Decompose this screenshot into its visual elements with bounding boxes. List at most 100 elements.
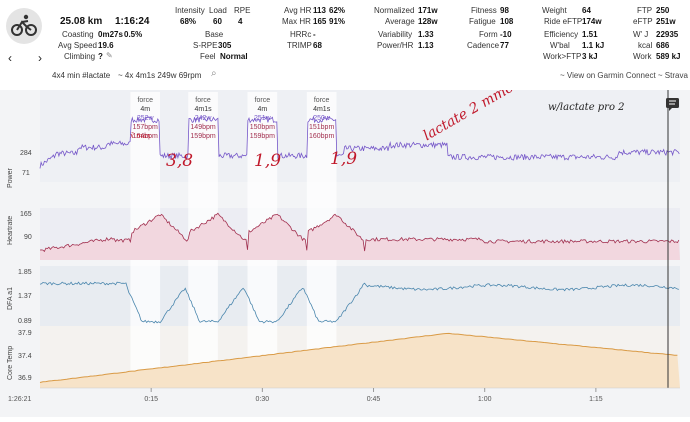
power-tick-high: 284 (20, 150, 32, 157)
rideeftp-label: Ride eFTP (544, 17, 583, 26)
kcal-value: 686 (656, 41, 670, 50)
dfa-series (39, 281, 680, 324)
bicycle-icon (11, 14, 37, 36)
interval-duration: 4m1s (194, 106, 212, 113)
cadence-value: 77 (500, 41, 509, 50)
distance: 25.08 km (60, 16, 103, 27)
wj-label: W' J (633, 30, 649, 39)
maxhr-pct: 91% (329, 17, 346, 26)
heartrate-panel-label: Heartrate (7, 216, 14, 245)
x-tick-label: 1:15 (589, 396, 603, 403)
interval-duration: 4m (257, 106, 267, 113)
interval-hr-max: 160bpm (309, 133, 334, 140)
duration: 1:16:24 (115, 16, 150, 27)
trimp-label: TRIMP (287, 41, 312, 50)
x-tick-label: 0:15 (144, 396, 158, 403)
interval-labels: force 4m 252w 157bpm 164bpm force 4m1s 242w 149b… (133, 97, 335, 140)
top-right-note: w/lactate pro 2 (548, 102, 625, 113)
power-tick-low: 71 (22, 170, 30, 177)
power-panel-label: Power (7, 167, 14, 188)
interval-label: force (314, 97, 330, 104)
dfa-tick-low: 0.89 (18, 318, 32, 325)
load-label: Load (209, 6, 227, 15)
eftp-label: eFTP (633, 17, 653, 26)
eftp-value: 251w (656, 17, 676, 26)
srpe-label: S-RPE (193, 41, 218, 50)
form-label: Form (479, 30, 498, 39)
search-icon[interactable]: ⌕ (211, 68, 217, 79)
fitness-value: 98 (500, 6, 509, 15)
hr-tick-low: 90 (24, 234, 32, 241)
xmax-annotation: x̄ max (130, 132, 151, 140)
interval-hr-avg: 157bpm (133, 124, 158, 131)
coasting-label: Coasting (62, 30, 94, 39)
coretemp-area (40, 333, 680, 388)
form-value: -10 (500, 30, 512, 39)
cadence-label: Cadence (467, 41, 500, 50)
weight-value: 64 (582, 6, 591, 15)
interval-label: force (137, 97, 153, 104)
fatigue-label: Fatigue (469, 17, 496, 26)
interval-hr-avg: 150bpm (250, 124, 275, 131)
wbal-value: 1.1 kJ (582, 41, 605, 50)
maxhr-value: 165 (313, 17, 327, 26)
wbal-label: W'bal (550, 41, 570, 50)
dfa-tick-mid: 1.37 (18, 293, 32, 300)
base-label: Base (205, 30, 224, 39)
feel-value[interactable]: Normal (220, 52, 248, 61)
ct-tick-mid: 37.4 (18, 353, 32, 360)
edit-pencil-icon[interactable]: ✎ (106, 51, 113, 60)
activity-subtitle: ~ 4x 4m1s 249w 69rpm (118, 71, 202, 80)
trimp-value: 68 (313, 41, 322, 50)
ct-tick-high: 37.9 (18, 330, 32, 337)
rideeftp-value: 174w (582, 17, 602, 26)
coretemp-panel-label: Core Temp (7, 346, 14, 380)
work-value: 589 kJ (656, 52, 681, 61)
ftp-value: 250 (656, 6, 670, 15)
x-tick-label: 0:45 (367, 396, 381, 403)
ftp-label: FTP (637, 6, 653, 15)
interval-label: force (255, 97, 271, 104)
activity-chart[interactable]: Power Heartrate DFA a1 Core Temp 284 71 … (0, 73, 690, 417)
interval-power: 251w (254, 115, 272, 122)
coasting-pct: 0.5% (124, 30, 143, 39)
external-links[interactable]: ~ View on Garmin Connect ~ Strava (560, 71, 688, 80)
normalized-label: Normalized (374, 6, 415, 15)
lactate-annotation-1: 3,8 (166, 151, 193, 171)
cursor-time: 1:26:21 (8, 396, 31, 403)
chart-svg[interactable]: Power Heartrate DFA a1 Core Temp 284 71 … (0, 73, 690, 417)
interval-hr-max: 159bpm (190, 133, 215, 140)
interval-label: force (195, 97, 211, 104)
workftp-label: Work>FTP (543, 52, 582, 61)
powerhr-value: 1.13 (418, 41, 434, 50)
interval-hr-avg: 151bpm (309, 124, 334, 131)
intensity-label: Intensity (175, 6, 205, 15)
average-value: 128w (418, 17, 438, 26)
maxhr-label: Max HR (282, 17, 311, 26)
avg-speed-label: Avg Speed (58, 41, 97, 50)
work-label: Work (633, 52, 652, 61)
avghr-pct: 62% (329, 6, 346, 15)
comment-icon[interactable] (666, 98, 679, 111)
weight-label: Weight (542, 6, 567, 15)
lactate-annotation-3: 1,9 (330, 149, 357, 169)
chevron-left-icon[interactable]: ‹ (8, 51, 12, 65)
rpe-value: 4 (238, 17, 243, 26)
feel-label: Feel (200, 52, 216, 61)
variability-label: Variability (378, 30, 413, 39)
climbing-value: ? (98, 52, 103, 61)
ct-tick-low: 36.9 (18, 375, 32, 382)
srpe-value: 305 (218, 41, 232, 50)
x-tick-label: 0:30 (256, 396, 270, 403)
x-ticks: 0:15 0:30 0:45 1:00 1:15 (144, 388, 603, 403)
avatar[interactable] (6, 8, 42, 44)
chevron-right-icon[interactable]: › (38, 51, 42, 65)
interval-duration: 4m1s (313, 106, 331, 113)
coretemp-series (39, 332, 678, 383)
activity-title[interactable]: 4x4 min #lactate (52, 71, 111, 80)
activity-header: 25.08 km 1:16:24 Coasting 0m27s 0.5% Avg… (0, 0, 690, 88)
coasting-value: 0m27s (98, 30, 123, 39)
hrrc-label: HRRc (290, 30, 312, 39)
intensity-value: 68% (180, 17, 197, 26)
interval-power: 242w (195, 115, 213, 122)
